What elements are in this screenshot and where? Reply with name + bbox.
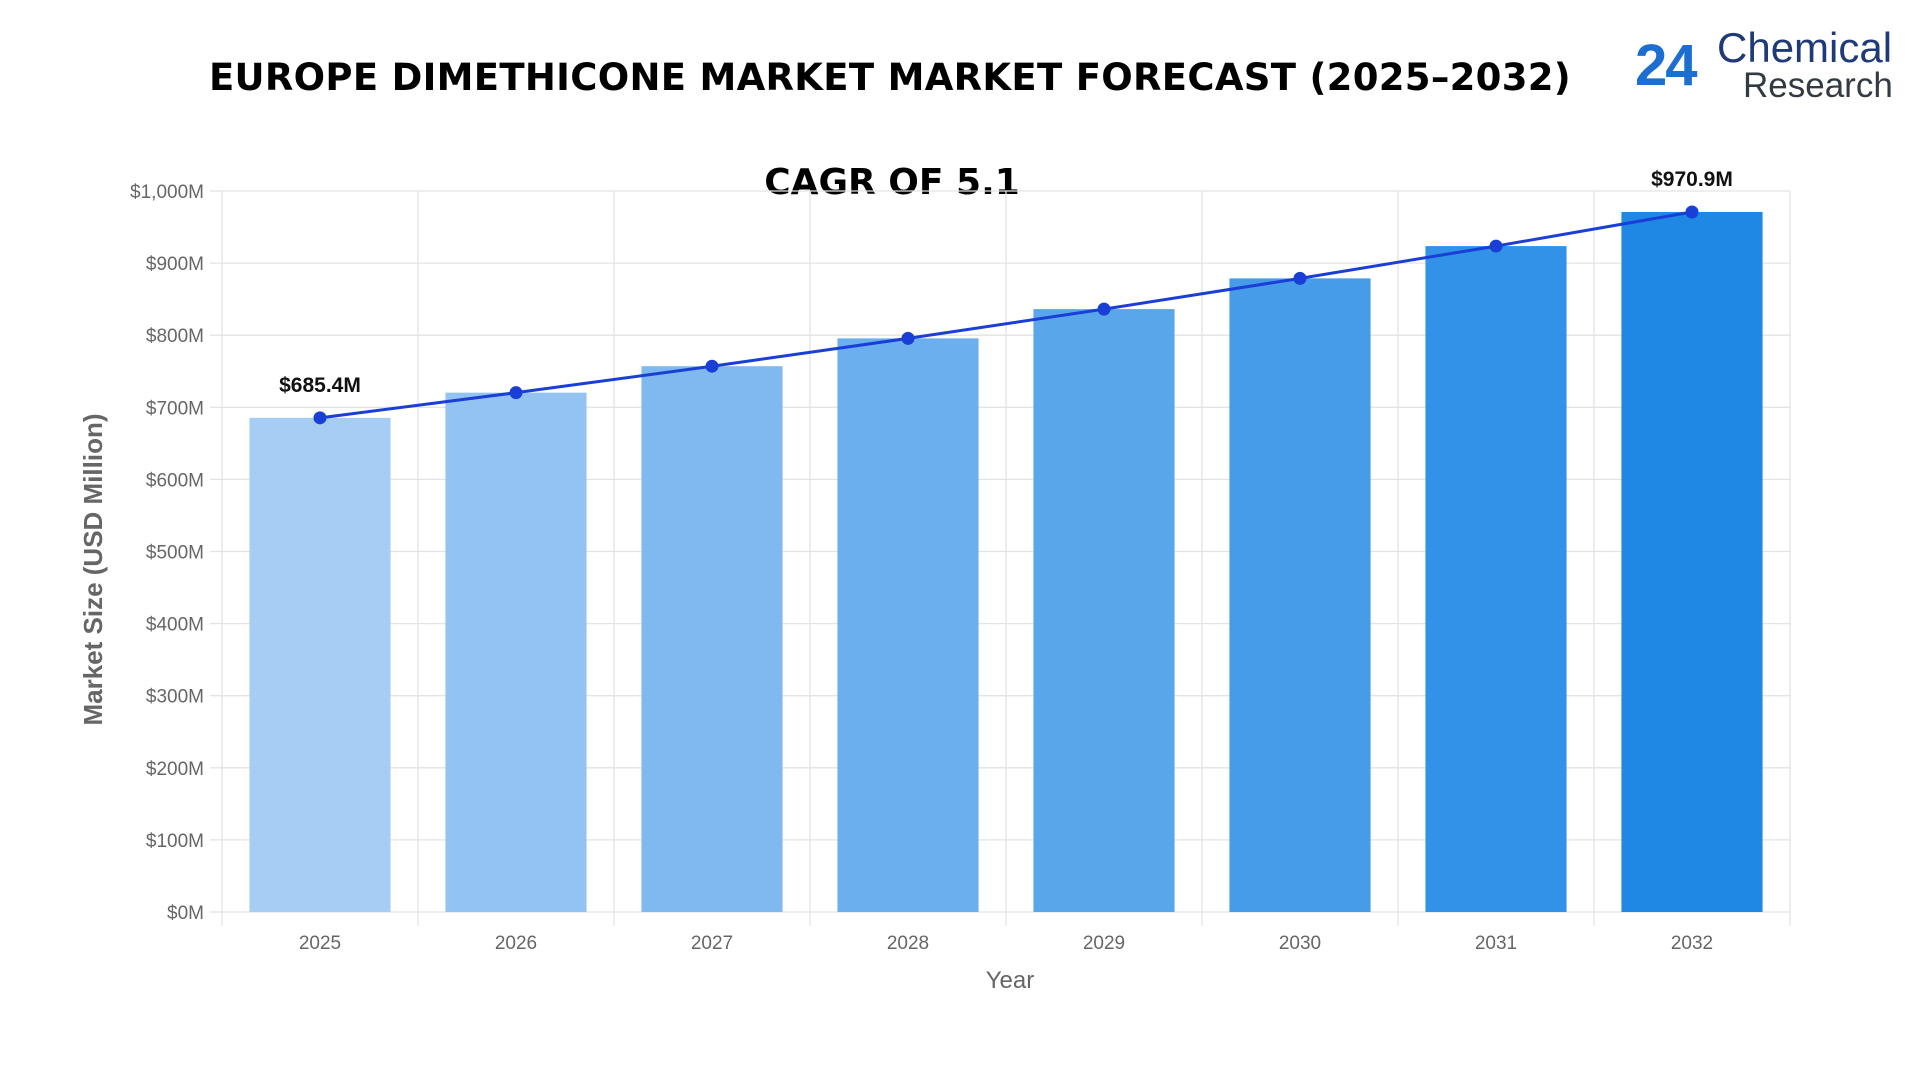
bar-2030 [1229,278,1371,912]
point-2029 [1097,302,1111,316]
x-tick-label: 2026 [495,933,537,954]
x-tick-label: 2031 [1475,933,1517,954]
bar-2027 [641,366,783,912]
point-2031 [1489,239,1503,253]
brand-logo: 24 Chemical Research [1635,18,1905,110]
x-tick-label: 2030 [1279,933,1321,954]
y-tick-label: $300M [146,687,204,708]
data-label-2032: $970.9M [1651,168,1733,191]
point-2028 [901,331,915,345]
point-2030 [1293,271,1307,285]
trend-line [319,210,1693,420]
y-axis-title: Market Size (USD Million) [78,413,108,725]
y-tick-label: $1,000M [130,182,204,203]
x-tick-label: 2027 [691,933,733,954]
bar-2026 [445,392,587,912]
y-tick-label: $100M [146,831,204,852]
x-tick-label: 2029 [1083,933,1125,954]
y-tick-label: $500M [146,543,204,564]
label-layer: $685.4M $970.9M [279,168,1733,397]
y-tick-label: $800M [146,326,204,347]
y-tick-label: $600M [146,470,204,491]
bar-2029 [1033,309,1175,912]
y-tick-label: $200M [146,759,204,780]
y-tick-label: $900M [146,254,204,275]
y-tick-label: $0M [167,903,204,924]
point-2032 [1685,205,1699,219]
bar-2028 [837,338,979,912]
point-2027 [705,359,719,373]
point-2026 [509,386,523,400]
logo-word-chemical: Chemical [1717,24,1893,71]
x-tick-label: 2025 [299,933,341,954]
x-tick-label: 2032 [1671,933,1713,954]
y-tick-label: $700M [146,398,204,419]
data-label-2025: $685.4M [279,374,361,397]
x-tick-label: 2028 [887,933,929,954]
y-tick-label: $400M [146,615,204,636]
chart-title: EUROPE DIMETHICONE MARKET MARKET FORECAS… [208,56,1572,99]
bar-layer: 2025 2026 2027 2028 2029 2030 2031 2032 [249,211,1763,954]
bar-2032 [1621,211,1763,913]
bar-2025 [249,417,391,912]
chart-subtitle: CAGR OF 5.1 [764,162,1020,203]
point-2025 [313,411,327,425]
logo-word-research: Research [1743,66,1893,105]
trend-line-layer [313,205,1699,425]
bar-2031 [1425,246,1567,912]
x-axis-title: Year [986,967,1035,994]
logo-number: 24 [1635,33,1697,98]
